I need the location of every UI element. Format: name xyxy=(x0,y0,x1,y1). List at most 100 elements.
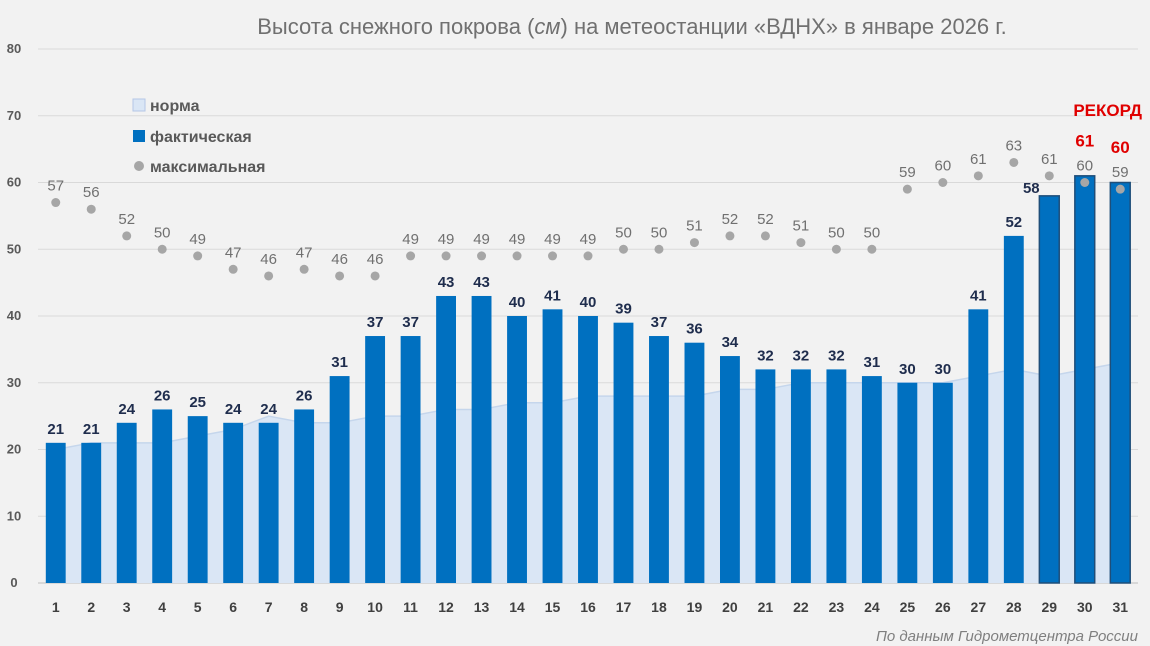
bar-day-2 xyxy=(81,442,102,583)
max-point-day-10 xyxy=(370,271,380,281)
max-value-label: 60 xyxy=(1076,158,1093,175)
x-tick-label: 12 xyxy=(438,599,454,615)
bar-day-26 xyxy=(932,382,953,583)
x-tick-label: 4 xyxy=(158,599,166,615)
max-point-day-15 xyxy=(548,251,558,261)
max-point-day-27 xyxy=(973,171,983,181)
x-tick-label: 24 xyxy=(864,599,880,615)
legend-swatch-max xyxy=(134,161,144,171)
bar-day-3 xyxy=(116,422,137,583)
actual-value-label: 21 xyxy=(47,421,64,438)
actual-value-label: 37 xyxy=(367,314,384,331)
x-tick-label: 18 xyxy=(651,599,667,615)
legend-label-actual: фактическая xyxy=(150,129,252,146)
x-tick-label: 9 xyxy=(336,599,344,615)
actual-value-label: 32 xyxy=(828,347,845,364)
max-value-label: 52 xyxy=(118,211,135,228)
max-point-day-19 xyxy=(689,238,699,248)
actual-value-label: 30 xyxy=(934,361,951,378)
x-tick-label: 21 xyxy=(758,599,774,615)
actual-value-label: 43 xyxy=(438,274,455,291)
max-value-label: 60 xyxy=(934,158,951,175)
max-value-label: 52 xyxy=(757,211,774,228)
x-tick-label: 14 xyxy=(509,599,525,615)
max-value-label: 49 xyxy=(580,231,597,248)
legend: норма фактическая максимальная xyxy=(132,98,265,176)
x-tick-label: 23 xyxy=(829,599,845,615)
actual-value-label: 32 xyxy=(757,347,774,364)
x-tick-label: 31 xyxy=(1112,599,1128,615)
actual-value-label: 43 xyxy=(473,274,490,291)
legend-label-max: максимальная xyxy=(150,159,265,176)
actual-value-label: 61 xyxy=(1075,132,1094,151)
bar-day-11 xyxy=(400,336,421,583)
max-value-label: 46 xyxy=(367,251,384,268)
max-point-day-3 xyxy=(122,231,132,241)
max-value-label: 59 xyxy=(1112,164,1129,181)
max-point-day-6 xyxy=(228,264,238,274)
actual-value-label: 32 xyxy=(793,347,810,364)
actual-value-label: 39 xyxy=(615,301,632,318)
bar-day-22 xyxy=(790,369,811,583)
x-tick-label: 26 xyxy=(935,599,951,615)
bar-day-27 xyxy=(968,309,989,583)
actual-value-label: 40 xyxy=(580,294,597,311)
max-value-label: 56 xyxy=(83,184,100,201)
actual-value-label: 34 xyxy=(722,334,739,351)
max-value-label: 61 xyxy=(1041,151,1058,168)
max-point-day-12 xyxy=(441,251,451,261)
bar-day-24 xyxy=(861,376,882,583)
actual-value-label: 41 xyxy=(970,287,987,304)
x-tick-label: 13 xyxy=(474,599,490,615)
y-tick-label: 60 xyxy=(7,175,21,190)
max-point-day-17 xyxy=(618,244,628,254)
bar-day-19 xyxy=(684,342,705,583)
max-point-day-16 xyxy=(583,251,593,261)
max-point-day-13 xyxy=(477,251,487,261)
chart-title: Высота снежного покрова (см) на метеоста… xyxy=(257,14,1006,39)
max-point-day-4 xyxy=(157,244,167,254)
bar-day-9 xyxy=(329,376,350,583)
bar-day-20 xyxy=(720,356,740,583)
max-value-label: 51 xyxy=(686,218,703,235)
max-point-day-5 xyxy=(193,251,203,261)
actual-value-label: 21 xyxy=(83,421,100,438)
bar-day-5 xyxy=(187,416,208,583)
legend-label-norm: норма xyxy=(150,98,200,115)
actual-value-label: 36 xyxy=(686,321,703,338)
x-tick-label: 25 xyxy=(900,599,916,615)
max-point-day-7 xyxy=(264,271,274,281)
actual-value-label: 26 xyxy=(296,387,313,404)
bar-day-29 xyxy=(1038,195,1060,584)
bar-day-31 xyxy=(1109,181,1131,584)
y-tick-label: 40 xyxy=(7,308,21,323)
max-point-day-21 xyxy=(760,231,770,241)
max-point-day-29 xyxy=(1044,171,1054,181)
max-value-label: 50 xyxy=(828,224,845,241)
record-annotation: РЕКОРД xyxy=(1073,101,1142,120)
actual-value-label: 24 xyxy=(225,401,242,418)
actual-value-label: 37 xyxy=(402,314,419,331)
max-point-day-31 xyxy=(1115,184,1125,194)
bar-day-21 xyxy=(755,369,776,583)
actual-value-label: 30 xyxy=(899,361,916,378)
max-point-day-30 xyxy=(1080,178,1090,187)
max-point-day-11 xyxy=(406,251,416,261)
max-value-label: 49 xyxy=(189,231,206,248)
x-tick-label: 27 xyxy=(971,599,987,615)
y-tick-label: 20 xyxy=(7,442,21,457)
actual-value-label: 37 xyxy=(651,314,668,331)
y-tick-label: 80 xyxy=(7,41,21,56)
max-value-label: 49 xyxy=(473,231,490,248)
x-tick-label: 30 xyxy=(1077,599,1093,615)
bar-day-16 xyxy=(578,316,598,583)
max-value-label: 47 xyxy=(296,244,313,261)
max-value-label: 61 xyxy=(970,151,987,168)
max-point-day-26 xyxy=(938,178,948,187)
x-tick-label: 16 xyxy=(580,599,596,615)
bar-day-13 xyxy=(471,295,492,583)
actual-value-label: 31 xyxy=(864,354,881,371)
source-note: По данным Гидрометцентра России xyxy=(876,628,1139,645)
max-value-label: 52 xyxy=(722,211,739,228)
